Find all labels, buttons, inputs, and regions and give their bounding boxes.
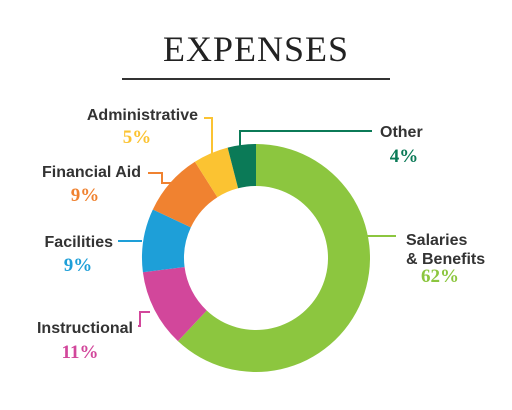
label-instructional: Instructional bbox=[37, 320, 133, 337]
leader-line-instructional bbox=[138, 311, 150, 327]
label-salaries-and-benefits-line-1: Salaries bbox=[406, 232, 467, 249]
leader-line-other bbox=[239, 130, 372, 148]
value-label-financial-aid: 9% bbox=[71, 185, 100, 206]
value-label-instructional: 11% bbox=[62, 342, 99, 363]
slice-facilities bbox=[142, 209, 191, 273]
leader-lines-group bbox=[118, 117, 396, 327]
label-other: Other bbox=[380, 124, 423, 141]
leader-line-financial-aid bbox=[148, 172, 172, 184]
slice-financial-aid bbox=[152, 161, 218, 228]
title-divider bbox=[122, 78, 390, 80]
chart-title: EXPENSES bbox=[162, 29, 350, 69]
label-financial-aid: Financial Aid bbox=[42, 164, 141, 181]
slice-other bbox=[227, 144, 256, 189]
slice-instructional bbox=[142, 267, 207, 342]
slice-salaries-and-benefits bbox=[177, 144, 370, 372]
value-label-facilities: 9% bbox=[64, 255, 93, 276]
value-label-other: 4% bbox=[390, 146, 419, 167]
slices-group bbox=[142, 144, 370, 372]
value-label-administrative: 5% bbox=[123, 127, 152, 148]
slice-administrative bbox=[194, 147, 239, 198]
label-salaries-and-benefits-line-2: & Benefits bbox=[406, 251, 485, 268]
label-administrative: Administrative bbox=[87, 107, 198, 124]
value-label-salaries-and-benefits: 62% bbox=[421, 266, 459, 287]
label-facilities: Facilities bbox=[45, 234, 114, 251]
leader-line-administrative bbox=[204, 117, 213, 158]
